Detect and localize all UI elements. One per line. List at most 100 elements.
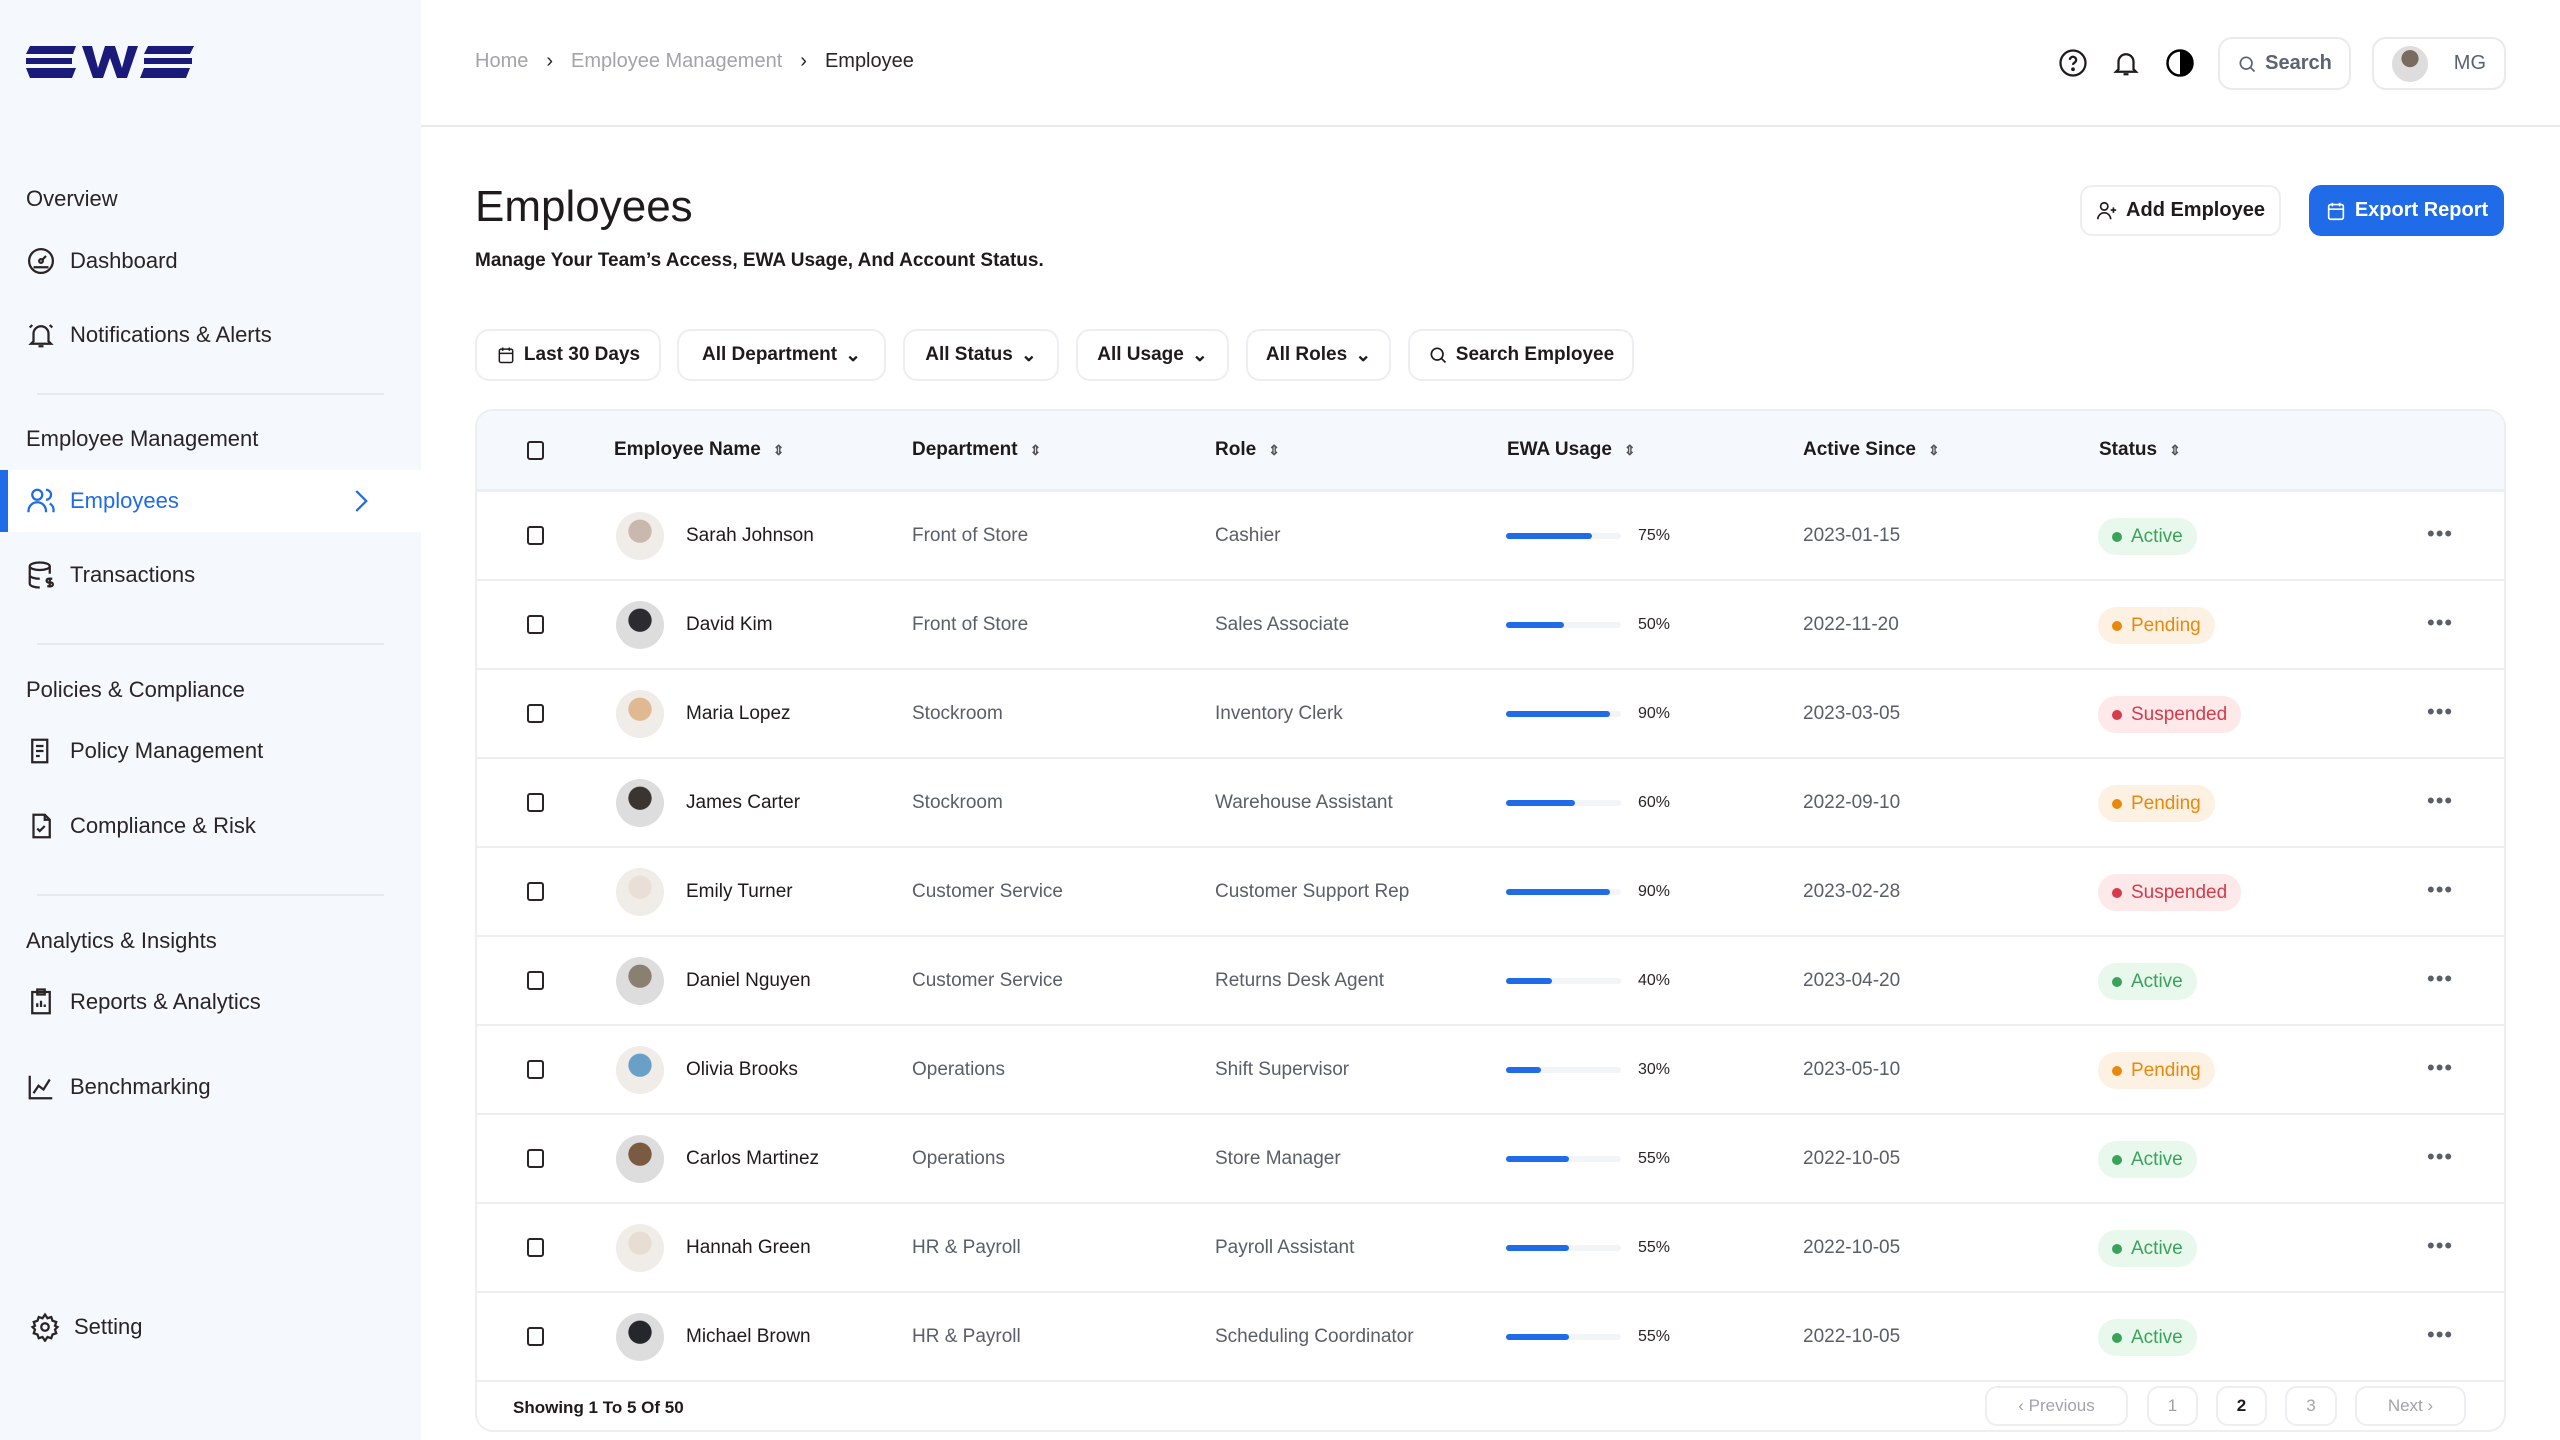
roles-filter[interactable]: All Roles ⌄ <box>1246 329 1391 381</box>
ewa-usage-bar <box>1506 1067 1621 1073</box>
table-row[interactable]: James Carter Stockroom Warehouse Assista… <box>477 759 2504 848</box>
status-badge: Pending <box>2098 1052 2215 1089</box>
avatar <box>616 512 664 560</box>
sidebar-item-policy-management[interactable]: Policy Management <box>0 720 421 782</box>
row-checkbox[interactable] <box>527 704 544 723</box>
search-button[interactable]: Search <box>2218 37 2351 90</box>
employee-name[interactable]: Emily Turner <box>686 881 793 902</box>
employee-name[interactable]: Carlos Martinez <box>686 1148 820 1169</box>
user-plus-icon <box>2097 201 2117 219</box>
more-actions-icon[interactable]: ••• <box>2427 699 2454 724</box>
row-checkbox[interactable] <box>527 882 544 901</box>
row-checkbox[interactable] <box>527 1238 544 1257</box>
column-header[interactable]: Employee Name ⇕ <box>614 439 785 461</box>
sidebar-item-transactions[interactable]: Transactions <box>0 544 421 606</box>
sidebar-item-setting[interactable]: Setting <box>0 1296 421 1358</box>
more-actions-icon[interactable]: ••• <box>2427 877 2454 902</box>
table-row[interactable]: Carlos Martinez Operations Store Manager… <box>477 1115 2504 1204</box>
employee-name[interactable]: David Kim <box>686 614 773 635</box>
chart-icon <box>28 1075 53 1100</box>
add-employee-button[interactable]: Add Employee <box>2080 185 2281 236</box>
table-row[interactable]: Michael Brown HR & Payroll Scheduling Co… <box>477 1293 2504 1382</box>
chevron-right-icon <box>355 490 368 512</box>
user-menu[interactable]: MG <box>2372 37 2506 90</box>
table-row[interactable]: Olivia Brooks Operations Shift Superviso… <box>477 1026 2504 1115</box>
employee-name[interactable]: Michael Brown <box>686 1326 811 1347</box>
row-checkbox[interactable] <box>527 615 544 634</box>
usage-filter[interactable]: All Usage ⌄ <box>1076 329 1229 381</box>
sidebar-item-reports[interactable]: Reports & Analytics <box>0 971 421 1033</box>
more-actions-icon[interactable]: ••• <box>2427 788 2454 813</box>
status-filter[interactable]: All Status ⌄ <box>903 329 1059 381</box>
breadcrumb-home[interactable]: Home <box>475 50 529 72</box>
employee-name[interactable]: Sarah Johnson <box>686 525 814 546</box>
table-row[interactable]: Emily Turner Customer Service Customer S… <box>477 848 2504 937</box>
row-checkbox[interactable] <box>527 1060 544 1079</box>
table-row[interactable]: David Kim Front of Store Sales Associate… <box>477 581 2504 670</box>
column-header[interactable]: Status ⇕ <box>2099 439 2181 461</box>
page-1-button[interactable]: 1 <box>2147 1386 2198 1426</box>
status-label: Pending <box>2131 792 2201 814</box>
page-2-button[interactable]: 2 <box>2216 1386 2267 1426</box>
row-checkbox[interactable] <box>527 971 544 990</box>
employee-name[interactable]: Hannah Green <box>686 1237 811 1258</box>
column-header[interactable]: Active Since ⇕ <box>1803 439 1940 461</box>
breadcrumb-employee-management[interactable]: Employee Management <box>571 50 783 72</box>
employees-table: Employee Name ⇕ Department ⇕ Role ⇕ EWA Usage ⇕… <box>475 409 2506 1432</box>
contrast-icon[interactable] <box>2165 48 2195 78</box>
more-actions-icon[interactable]: ••• <box>2427 1055 2454 1080</box>
sidebar-item-compliance[interactable]: Compliance & Risk <box>0 795 421 857</box>
department: Customer Service <box>912 970 1063 991</box>
sidebar-item-dashboard[interactable]: Dashboard <box>0 230 421 292</box>
section-overview: Overview <box>26 186 118 211</box>
ewa-usage-bar <box>1506 1334 1621 1340</box>
more-actions-icon[interactable]: ••• <box>2427 610 2454 635</box>
column-header[interactable]: Department ⇕ <box>912 439 1041 461</box>
status-label: Pending <box>2131 614 2201 636</box>
column-header[interactable]: EWA Usage ⇕ <box>1507 439 1636 461</box>
more-actions-icon[interactable]: ••• <box>2427 1322 2454 1347</box>
search-employee-input[interactable]: Search Employee <box>1408 329 1634 381</box>
employee-name[interactable]: James Carter <box>686 792 801 813</box>
avatar <box>2392 45 2428 82</box>
row-checkbox[interactable] <box>527 526 544 545</box>
sidebar-item-label: Compliance & Risk <box>70 813 256 838</box>
previous-page-button[interactable]: ‹ Previous <box>1985 1386 2128 1426</box>
breadcrumb: Home › Employee Management › Employee <box>475 50 914 73</box>
more-actions-icon[interactable]: ••• <box>2427 521 2454 546</box>
more-actions-icon[interactable]: ••• <box>2427 1233 2454 1258</box>
more-actions-icon[interactable]: ••• <box>2427 966 2454 991</box>
avatar <box>616 601 664 649</box>
department-filter[interactable]: All Department ⌄ <box>677 329 886 381</box>
row-checkbox[interactable] <box>527 793 544 812</box>
column-header[interactable]: Role ⇕ <box>1215 439 1280 461</box>
next-page-button[interactable]: Next › <box>2355 1386 2466 1426</box>
row-checkbox[interactable] <box>527 1327 544 1346</box>
sidebar-item-benchmarking[interactable]: Benchmarking <box>0 1056 421 1118</box>
sidebar-item-notifications[interactable]: Notifications & Alerts <box>0 304 421 366</box>
row-checkbox[interactable] <box>527 1149 544 1168</box>
ewa-usage-bar <box>1506 711 1621 717</box>
table-row[interactable]: Daniel Nguyen Customer Service Returns D… <box>477 937 2504 1026</box>
sort-icon: ⇕ <box>772 441 785 458</box>
search-placeholder: Search Employee <box>1455 344 1615 365</box>
help-icon[interactable] <box>2058 48 2088 78</box>
bell-icon[interactable] <box>2111 48 2141 78</box>
active-since: 2023-04-20 <box>1803 970 1901 991</box>
more-actions-icon[interactable]: ••• <box>2427 1144 2454 1169</box>
ews-logo[interactable] <box>26 46 194 83</box>
avatar <box>616 1313 664 1361</box>
table-row[interactable]: Maria Lopez Stockroom Inventory Clerk 90… <box>477 670 2504 759</box>
sidebar-item-employees[interactable]: Employees <box>0 470 421 532</box>
status-badge: Active <box>2098 1230 2197 1267</box>
employee-name[interactable]: Daniel Nguyen <box>686 970 811 991</box>
table-row[interactable]: Hannah Green HR & Payroll Payroll Assist… <box>477 1204 2504 1293</box>
employee-name[interactable]: Maria Lopez <box>686 703 791 724</box>
export-report-button[interactable]: Export Report <box>2309 185 2504 236</box>
ewa-usage-bar <box>1506 800 1621 806</box>
date-range-filter[interactable]: Last 30 Days <box>475 329 661 381</box>
employee-name[interactable]: Olivia Brooks <box>686 1059 798 1080</box>
select-all-checkbox[interactable] <box>527 441 544 460</box>
table-row[interactable]: Sarah Johnson Front of Store Cashier 75%… <box>477 492 2504 581</box>
page-3-button[interactable]: 3 <box>2285 1386 2337 1426</box>
